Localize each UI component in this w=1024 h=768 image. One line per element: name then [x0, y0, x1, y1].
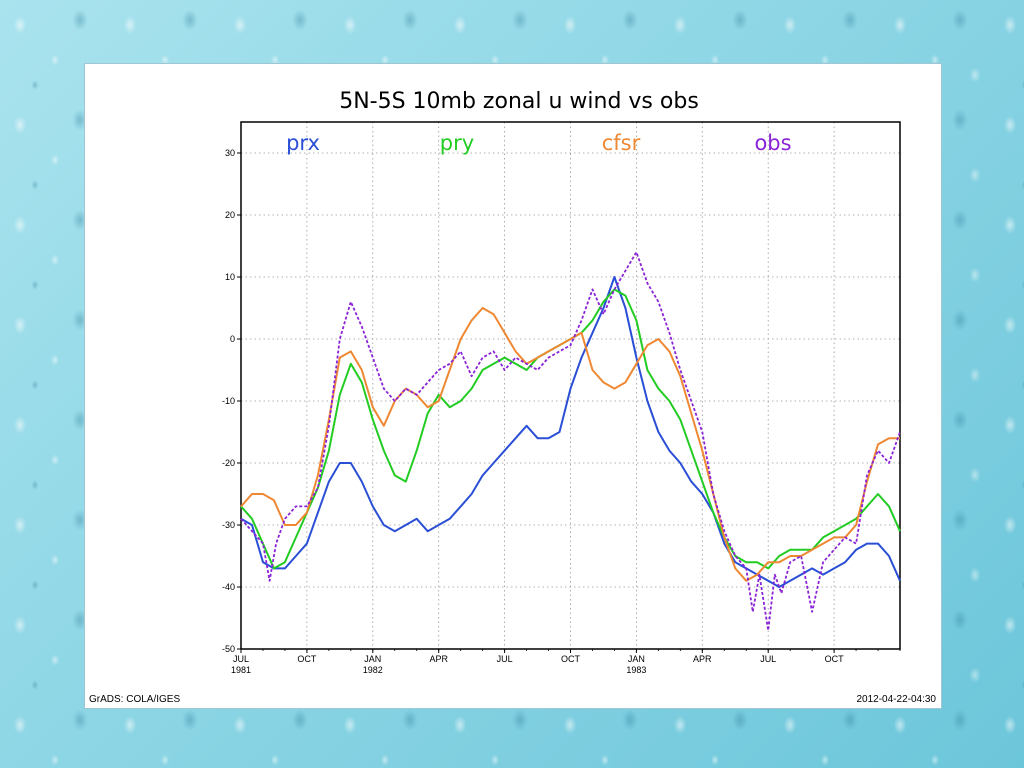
x-tick-label: JUL — [760, 654, 776, 664]
plot-frame — [240, 121, 901, 650]
x-tick-label: APR — [693, 654, 712, 664]
chart: 5N-5S 10mb zonal u wind vs obs 30 20 10 0 -1… — [89, 89, 936, 705]
y-tick-label: -30 — [222, 520, 235, 530]
y-tick-label: -40 — [222, 582, 235, 592]
legend: prx pry cfsr obs — [286, 131, 791, 155]
x-tick-year-label: 1983 — [626, 665, 646, 675]
y-tick-label: 20 — [225, 210, 235, 220]
footer-timestamp: 2012-04-22-04:30 — [856, 694, 936, 705]
x-tick-year-label: 1981 — [231, 665, 251, 675]
y-tick-label: 0 — [230, 334, 235, 344]
y-tick-label: -20 — [222, 458, 235, 468]
series-layer — [240, 251, 901, 632]
grid-layer — [241, 122, 900, 649]
series-line-prx — [240, 276, 901, 588]
x-tick-label: APR — [429, 654, 448, 664]
x-tick-label: OCT — [297, 654, 317, 664]
x-tick-label: JAN — [364, 654, 381, 664]
x-tick-label: OCT — [561, 654, 581, 664]
chart-title: 5N-5S 10mb zonal u wind vs obs — [339, 89, 699, 114]
legend-entry-cfsr: cfsr — [602, 131, 641, 155]
slide-panel: 5N-5S 10mb zonal u wind vs obs 30 20 10 0 -1… — [84, 63, 942, 709]
y-tick-label: 10 — [225, 272, 235, 282]
legend-entry-pry: pry — [440, 131, 474, 155]
series-line-cfsr — [240, 307, 900, 582]
y-tick-label: 30 — [225, 148, 235, 158]
x-tick-year-label: 1982 — [363, 665, 383, 675]
legend-entry-prx: prx — [286, 131, 320, 155]
x-tick-label: JAN — [628, 654, 645, 664]
y-tick-label: -50 — [222, 644, 235, 654]
y-tick-label: -10 — [222, 396, 235, 406]
legend-entry-obs: obs — [754, 131, 791, 155]
x-tick-label: OCT — [825, 654, 845, 664]
x-tick-label: JUL — [497, 654, 513, 664]
series-line-obs — [240, 251, 901, 632]
footer-source: GrADS: COLA/IGES — [89, 694, 180, 705]
x-tick-label: JUL — [233, 654, 249, 664]
